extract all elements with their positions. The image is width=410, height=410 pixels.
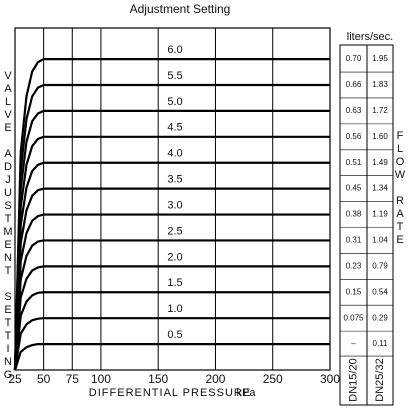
flow-value: 0.45	[346, 184, 362, 193]
flow-value: 1.72	[372, 106, 388, 115]
chart-title: Adjustment Setting	[130, 2, 231, 16]
curve-label: 6.0	[167, 44, 182, 56]
flow-value: 1.49	[372, 158, 388, 167]
flow-value: 1.83	[372, 80, 388, 89]
curve-label: 4.0	[167, 148, 182, 160]
flow-value: 1.95	[372, 54, 388, 63]
x-tick-label: 25	[8, 372, 22, 386]
flow-value: 1.60	[372, 132, 388, 141]
curve-label: 1.0	[167, 303, 182, 315]
flow-value: 0.70	[346, 54, 362, 63]
x-tick-label: 200	[205, 372, 225, 386]
flow-value: 0.15	[346, 287, 362, 296]
curve	[13, 342, 330, 371]
flow-value: 0.38	[346, 210, 362, 219]
x-axis-unit: kPa	[237, 387, 257, 399]
flow-value: 0.31	[346, 236, 362, 245]
curve	[13, 317, 330, 371]
curve	[13, 265, 330, 371]
curve-label: 2.5	[167, 225, 182, 237]
curve	[13, 291, 330, 371]
flow-value: 0.51	[346, 158, 362, 167]
x-axis-label: DIFFERENTIAL PRESSURE	[89, 387, 251, 399]
column-name: DN25/32	[374, 358, 386, 401]
flow-value: 0.23	[346, 261, 362, 270]
curve-label: 5.0	[167, 96, 182, 108]
curve	[13, 161, 330, 371]
flow-value: 1.04	[372, 236, 388, 245]
flow-value: –	[351, 339, 356, 348]
curve	[13, 57, 330, 371]
curve-label: 5.5	[167, 70, 182, 82]
curve	[13, 135, 330, 371]
curve	[13, 83, 330, 371]
column-name: DN15/20	[347, 358, 359, 401]
y-axis-label: VALVE ADJUSTMENT SETTING	[2, 70, 14, 382]
curve-label: 3.5	[167, 174, 182, 186]
x-tick-label: 250	[263, 372, 283, 386]
x-tick-label: 75	[66, 372, 80, 386]
flow-value: 0.11	[373, 339, 389, 348]
curve	[13, 109, 330, 371]
curve	[13, 187, 330, 371]
curve-label: 4.5	[167, 122, 182, 134]
flow-value: 0.66	[346, 80, 362, 89]
flow-value: 0.79	[372, 261, 388, 270]
table-header: liters/sec.	[347, 31, 393, 43]
curve	[13, 239, 330, 371]
curve-label: 0.5	[167, 329, 182, 341]
flow-value: 0.29	[372, 313, 388, 322]
flow-value: 0.56	[346, 132, 362, 141]
x-tick-label: 150	[148, 372, 168, 386]
curve-label: 1.5	[167, 277, 182, 289]
flow-value: 1.19	[372, 210, 388, 219]
x-tick-label: 100	[91, 372, 111, 386]
flow-value: 0.075	[343, 313, 364, 322]
flow-value: 1.34	[372, 184, 388, 193]
curve	[13, 213, 330, 371]
flow-value: 0.63	[346, 106, 362, 115]
x-tick-label: 300	[320, 372, 340, 386]
curve-label: 3.0	[167, 199, 182, 211]
curve-label: 2.0	[167, 251, 182, 263]
x-tick-label: 50	[37, 372, 51, 386]
flow-rate-label: FLOW RATE	[394, 130, 406, 247]
flow-value: 0.54	[372, 287, 388, 296]
